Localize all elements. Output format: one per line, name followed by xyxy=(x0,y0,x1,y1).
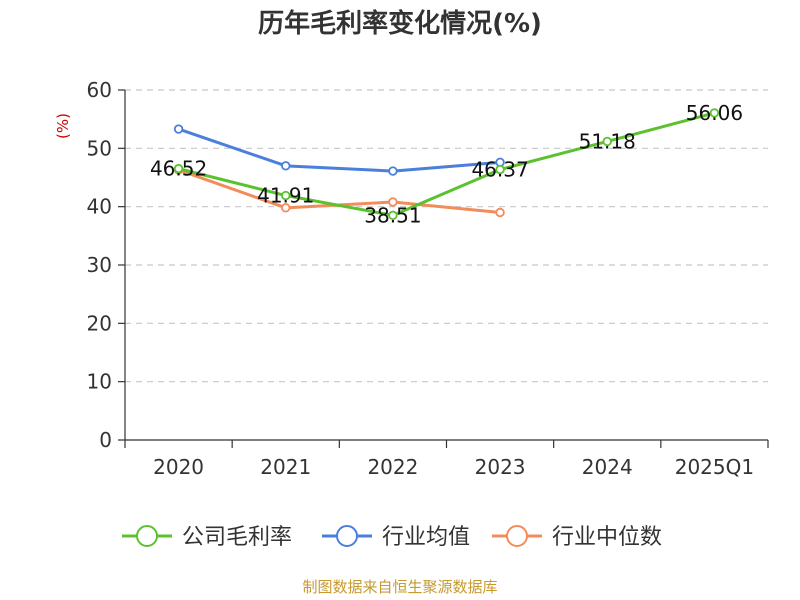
data-label: 46.37 xyxy=(471,158,528,182)
source-note: 制图数据来自恒生聚源数据库 xyxy=(302,578,497,596)
series-line xyxy=(178,111,715,217)
data-point xyxy=(709,108,720,118)
y-tick-label: 50 xyxy=(87,136,112,160)
y-tick-label: 10 xyxy=(87,370,112,394)
data-label: 46.52 xyxy=(150,157,207,181)
axes: 0 10 20 30 40 50 60 2020 2021 2022 2023 2024 2025Q1 xyxy=(87,78,769,479)
data-label: 56.06 xyxy=(686,101,743,125)
x-tick-label: 2023 xyxy=(475,455,526,479)
data-point xyxy=(495,207,505,218)
series-line xyxy=(178,127,501,173)
data-point xyxy=(281,203,291,213)
data-point xyxy=(281,161,291,171)
y-tick-label: 0 xyxy=(99,428,112,452)
y-axis-label: (%) xyxy=(54,113,72,139)
legend-label: 行业中位数 xyxy=(552,525,662,550)
data-label: 51.18 xyxy=(579,129,636,153)
y-tick-label: 30 xyxy=(87,253,112,277)
series-layer xyxy=(173,108,720,221)
data-label: 38.51 xyxy=(364,203,421,227)
y-tick-label: 20 xyxy=(87,311,112,335)
x-tick-label: 2020 xyxy=(153,455,204,479)
data-point xyxy=(173,163,184,174)
data-point xyxy=(281,190,291,201)
legend-swatch-marker xyxy=(336,525,358,547)
data-labels: 46.52 41.91 38.51 46.37 51.18 56.06 xyxy=(150,101,743,227)
chart-title: 历年毛利率变化情况(%) xyxy=(258,8,542,39)
grid-lines xyxy=(125,89,768,383)
data-point xyxy=(388,210,398,221)
data-point xyxy=(173,124,184,134)
legend: 公司毛利率 行业均值 行业中位数 xyxy=(122,525,662,550)
data-point xyxy=(602,136,612,147)
legend-swatch-marker xyxy=(506,525,528,547)
data-point xyxy=(388,197,398,207)
legend-label: 行业均值 xyxy=(382,525,470,550)
data-point xyxy=(495,164,505,175)
y-tick-label: 60 xyxy=(87,78,112,102)
x-tick-label: 2024 xyxy=(582,455,633,479)
x-tick-label: 2025Q1 xyxy=(675,455,754,479)
data-label: 41.91 xyxy=(257,184,314,208)
legend-label: 公司毛利率 xyxy=(182,525,292,550)
legend-swatch-marker xyxy=(136,525,158,547)
x-tick-label: 2021 xyxy=(260,455,311,479)
data-point xyxy=(388,166,398,176)
x-tick-label: 2022 xyxy=(367,455,418,479)
y-tick-label: 40 xyxy=(87,195,112,219)
